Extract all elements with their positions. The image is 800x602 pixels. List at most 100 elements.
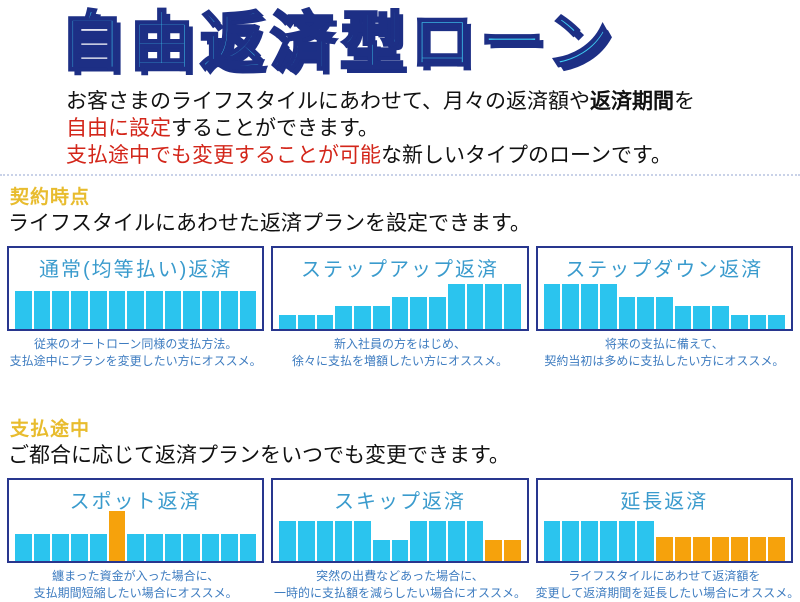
chart-bar — [485, 284, 502, 329]
panel-caption: 従来のオートローン同様の支払方法。 支払途中にプランを変更したい方にオススメ。 — [7, 336, 264, 370]
panel-extension-repayment: 延長返済 — [535, 478, 793, 563]
panel-title: ステップダウン返済 — [565, 259, 764, 281]
chart-bar — [316, 521, 334, 561]
panel-wrap-step-down: ステップダウン返済 将来の支払に備えて、 契約当初は多めに支払したい方にオススメ… — [535, 246, 793, 370]
chart-bar — [89, 291, 107, 329]
chart-bar — [202, 291, 219, 329]
caption-line-1: ライフスタイルにあわせて返済額を — [568, 569, 761, 583]
chart-bar — [543, 521, 561, 561]
panel-spot-repayment: スポット返済 — [7, 478, 265, 563]
chart-bar — [466, 284, 484, 329]
intro-line-1-tail: を — [673, 90, 695, 113]
chart-bar — [637, 297, 654, 329]
chart-bar — [562, 284, 580, 329]
panel-caption: 纏まった資金が入った場合に、 支払期間短縮したい場合にオススメ。 — [7, 568, 264, 602]
panel-skip-repayment: スキップ返済 — [271, 478, 529, 563]
section-mid-payment: 支払途中 ご都合に応じて返済プランをいつでも変更できます。 スポット返済 纏まっ… — [0, 414, 800, 602]
chart-bar — [354, 306, 371, 329]
intro-line-3-highlight: 支払途中でも変更することが可能 — [66, 144, 381, 167]
chart-bar — [410, 297, 428, 329]
caption-line-2: 契約当初は多めに支払したい方にオススメ。 — [544, 354, 785, 368]
caption-line-2: 支払途中にプランを変更したい方にオススメ。 — [9, 354, 262, 368]
panel-caption: 新入社員の方をはじめ、 徐々に支払を増額したい方にオススメ。 — [271, 336, 528, 370]
panel-step-up-repayment: ステップアップ返済 — [271, 246, 529, 331]
chart-bar — [52, 534, 70, 561]
page-title: 自由返済型ローン — [59, 5, 617, 80]
chart-bar — [71, 291, 88, 329]
chart-bar — [768, 315, 785, 329]
chart-bar — [712, 537, 729, 561]
chart-bar — [447, 284, 465, 329]
bar-chart-normal — [15, 291, 257, 329]
chart-bar — [316, 315, 334, 329]
chart-bar — [298, 315, 315, 329]
chart-bar — [15, 291, 32, 329]
caption-line-2: 変更して返済期間を延長したい場合にオススメ。 — [535, 586, 800, 600]
section-divider — [0, 174, 800, 176]
chart-bar — [279, 521, 297, 561]
chart-bar — [71, 534, 88, 561]
bar-chart-skip — [279, 521, 521, 561]
chart-bar — [693, 537, 711, 561]
chart-bar — [372, 540, 390, 561]
chart-bar — [730, 315, 748, 329]
chart-bar — [562, 521, 580, 561]
chart-bar — [391, 540, 409, 561]
chart-bar — [655, 297, 673, 329]
chart-bar — [485, 540, 502, 561]
bar-chart-step-up — [279, 284, 521, 329]
chart-bar — [618, 297, 636, 329]
intro-text: お客さまのライフスタイルにあわせて、月々の返済額や返済期間を 自由に設定すること… — [66, 88, 800, 169]
chart-bar — [220, 291, 238, 329]
caption-line-1: 将来の支払に備えて、 — [604, 337, 724, 351]
intro-line-1: お客さまのライフスタイルにあわせて、月々の返済額や返済期間を — [66, 88, 800, 115]
section-at-contract: 契約時点 ライフスタイルにあわせた返済プランを設定できます。 通常(均等払い)返… — [0, 182, 800, 370]
chart-bar — [581, 284, 598, 329]
section-subtitle: ご都合に応じて返済プランをいつでも変更できます。 — [8, 444, 510, 467]
panel-normal-repayment: 通常(均等払い)返済 — [7, 246, 265, 331]
panel-title: 通常(均等払い)返済 — [39, 259, 233, 281]
chart-bar — [749, 315, 767, 329]
panel-title: 延長返済 — [620, 491, 709, 513]
panel-title: ステップアップ返済 — [300, 259, 499, 281]
caption-line-1: 纏まった資金が入った場合に、 — [52, 569, 220, 583]
chart-bar — [429, 297, 446, 329]
bar-chart-step-down — [543, 284, 785, 329]
chart-bar — [599, 521, 617, 561]
panel-wrap-extension: 延長返済 ライフスタイルにあわせて返済額を 変更して返済期間を延長したい場合にオ… — [535, 478, 800, 602]
chart-bar — [108, 291, 126, 329]
intro-line-2: 自由に設定することができます。 — [66, 115, 800, 142]
bar-chart-extension — [543, 521, 785, 561]
chart-bar — [447, 521, 465, 561]
chart-bar — [108, 511, 126, 561]
caption-line-2: 一時的に支払額を減らしたい場合にオススメ。 — [273, 586, 526, 600]
chart-bar — [33, 534, 51, 561]
chart-bar — [749, 537, 767, 561]
intro-line-1-text: お客さまのライフスタイルにあわせて、月々の返済額や — [66, 90, 590, 113]
chart-bar — [581, 521, 598, 561]
panel-caption: 将来の支払に備えて、 契約当初は多めに支払したい方にオススメ。 — [536, 336, 793, 370]
intro-line-2-highlight: 自由に設定 — [66, 117, 171, 140]
chart-bar — [543, 284, 561, 329]
caption-line-1: 新入社員の方をはじめ、 — [333, 337, 466, 351]
chart-bar — [674, 537, 692, 561]
panel-row-1: 通常(均等払い)返済 従来のオートローン同様の支払方法。 支払途中にプランを変更… — [0, 246, 800, 370]
chart-bar — [391, 297, 409, 329]
chart-bar — [637, 521, 654, 561]
chart-bar — [674, 306, 692, 329]
panel-wrap-normal-repayment: 通常(均等払い)返済 従来のオートローン同様の支払方法。 支払途中にプランを変更… — [7, 246, 265, 370]
chart-bar — [618, 521, 636, 561]
chart-bar — [693, 306, 711, 329]
chart-bar — [239, 534, 257, 561]
chart-bar — [164, 291, 182, 329]
chart-bar — [768, 537, 785, 561]
intro-line-1-bold: 返済期間 — [589, 90, 674, 113]
chart-bar — [429, 521, 446, 561]
chart-bar — [183, 291, 201, 329]
section-header: 支払途中 — [10, 419, 91, 440]
panel-wrap-spot: スポット返済 纏まった資金が入った場合に、 支払期間短縮したい場合にオススメ。 — [7, 478, 265, 602]
chart-bar — [146, 291, 163, 329]
caption-line-2: 徐々に支払を増額したい方にオススメ。 — [291, 354, 508, 368]
intro-line-3: 支払途中でも変更することが可能な新しいタイプのローンです。 — [66, 142, 800, 169]
